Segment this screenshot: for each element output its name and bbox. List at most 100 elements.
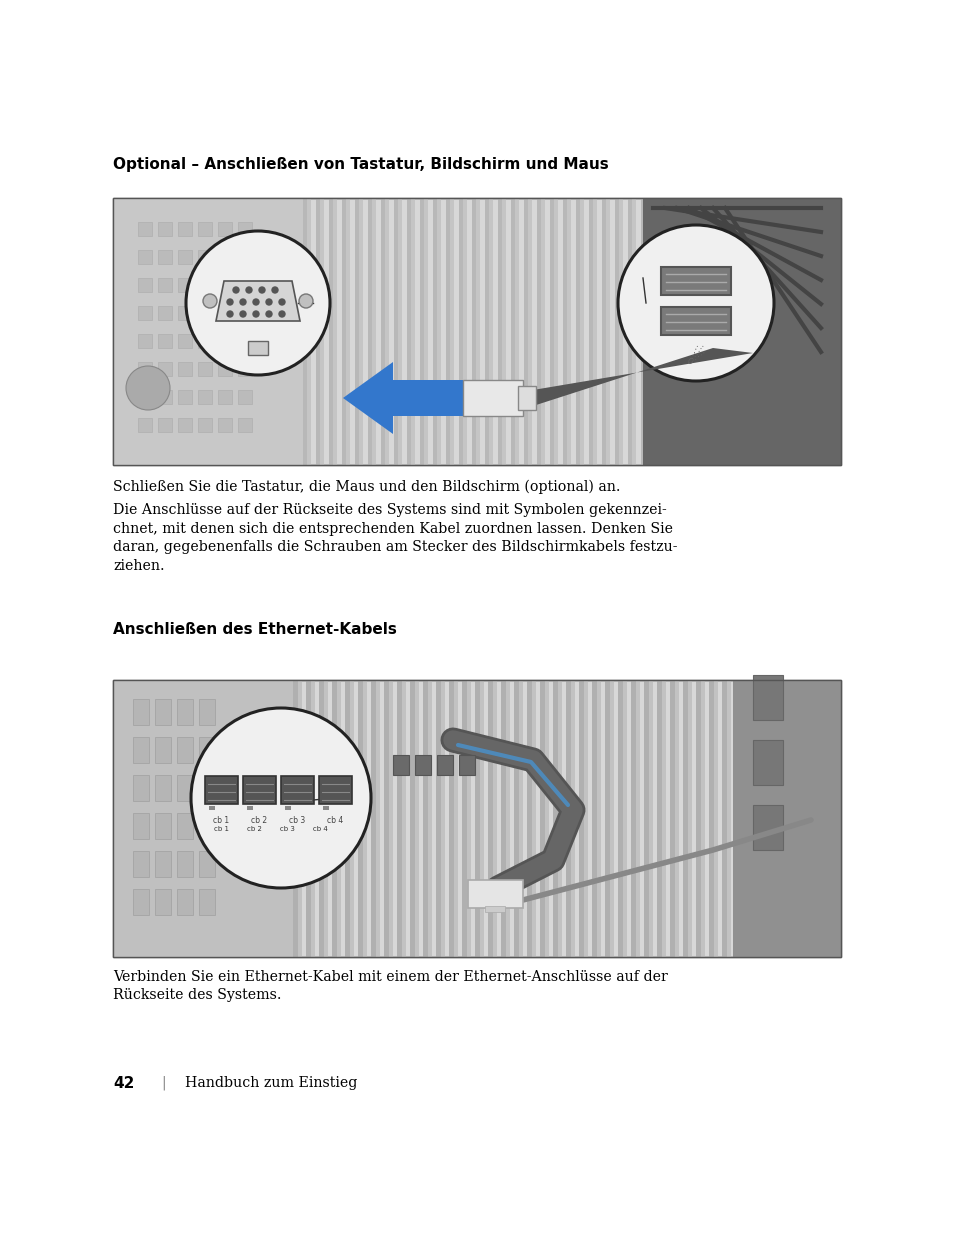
Bar <box>158 306 172 320</box>
Text: Rückseite des Systems.: Rückseite des Systems. <box>112 988 281 1003</box>
Bar <box>446 198 454 466</box>
Bar <box>593 198 597 466</box>
Bar <box>642 198 841 466</box>
Bar <box>345 680 354 957</box>
Bar <box>393 755 409 776</box>
Text: Schließen Sie die Tastatur, die Maus und den Bildschirm (optional) an.: Schließen Sie die Tastatur, die Maus und… <box>112 480 619 494</box>
Bar <box>336 680 340 957</box>
Circle shape <box>186 231 330 375</box>
Bar <box>198 333 212 348</box>
Polygon shape <box>533 348 752 406</box>
Bar <box>726 680 730 957</box>
Bar <box>515 198 518 466</box>
Bar <box>488 680 497 957</box>
Text: cb 3: cb 3 <box>289 816 305 825</box>
Bar <box>721 680 730 957</box>
Bar <box>462 198 467 466</box>
Bar <box>237 278 252 291</box>
Bar <box>713 680 718 957</box>
Bar <box>618 198 622 466</box>
Bar <box>566 198 571 466</box>
Text: 42: 42 <box>112 1076 134 1091</box>
Circle shape <box>240 311 246 317</box>
Bar <box>323 806 329 810</box>
Bar <box>532 680 536 957</box>
Bar <box>407 198 415 466</box>
Bar <box>311 680 314 957</box>
Bar <box>371 680 379 957</box>
Bar <box>565 680 575 957</box>
Bar <box>178 390 192 404</box>
Bar <box>696 680 704 957</box>
Bar <box>205 776 237 804</box>
Bar <box>433 198 440 466</box>
Text: cb 1: cb 1 <box>213 816 229 825</box>
Bar <box>177 776 193 802</box>
Bar <box>237 222 252 236</box>
Bar <box>218 417 232 432</box>
Bar <box>218 333 232 348</box>
Bar <box>484 906 504 911</box>
Bar <box>475 680 483 957</box>
Bar <box>237 362 252 375</box>
Bar <box>415 755 431 776</box>
Bar <box>209 806 214 810</box>
Bar <box>562 198 571 466</box>
Bar <box>675 680 679 957</box>
Bar <box>329 198 336 466</box>
Text: cb 4: cb 4 <box>327 816 343 825</box>
Bar <box>604 680 614 957</box>
Circle shape <box>272 287 277 293</box>
Bar <box>138 333 152 348</box>
Bar <box>132 776 149 802</box>
Bar <box>630 680 639 957</box>
Bar <box>346 198 350 466</box>
Bar <box>307 198 311 466</box>
Bar <box>199 699 214 725</box>
Circle shape <box>266 311 272 317</box>
Text: Die Anschlüsse auf der Rückseite des Systems sind mit Symbolen gekennzei-: Die Anschlüsse auf der Rückseite des Sys… <box>112 503 666 517</box>
Bar <box>324 680 328 957</box>
Bar <box>198 249 212 264</box>
Bar <box>752 740 782 785</box>
Bar <box>648 680 652 957</box>
Text: Optional – Anschließen von Tastatur, Bildschirm und Maus: Optional – Anschließen von Tastatur, Bil… <box>112 157 608 172</box>
Bar <box>700 680 704 957</box>
Bar <box>178 249 192 264</box>
Bar <box>138 390 152 404</box>
Bar <box>511 198 518 466</box>
Bar <box>657 680 665 957</box>
Bar <box>138 362 152 375</box>
Polygon shape <box>343 362 462 433</box>
Bar <box>319 198 324 466</box>
Bar <box>394 198 401 466</box>
Bar <box>243 776 275 804</box>
Bar <box>198 362 212 375</box>
Bar <box>423 198 428 466</box>
Bar <box>518 680 522 957</box>
Bar <box>112 198 841 466</box>
Bar <box>615 198 622 466</box>
Bar <box>583 680 587 957</box>
Bar <box>544 680 548 957</box>
Circle shape <box>253 299 258 305</box>
Bar <box>218 306 232 320</box>
Bar <box>467 680 471 957</box>
Bar <box>138 278 152 291</box>
Bar <box>643 680 652 957</box>
Bar <box>218 362 232 375</box>
Bar <box>752 676 782 720</box>
Bar <box>571 680 575 957</box>
Bar <box>458 755 475 776</box>
Bar <box>318 776 352 804</box>
Bar <box>660 308 730 335</box>
Bar <box>500 680 510 957</box>
Bar <box>198 390 212 404</box>
Bar <box>732 680 841 957</box>
Bar <box>396 680 406 957</box>
Bar <box>627 198 636 466</box>
Bar <box>158 278 172 291</box>
Bar <box>132 699 149 725</box>
Bar <box>138 417 152 432</box>
Bar <box>112 198 841 466</box>
